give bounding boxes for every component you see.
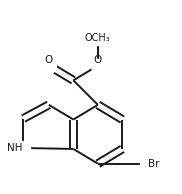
Text: O: O (94, 55, 102, 65)
Text: O: O (45, 55, 53, 65)
Text: NH: NH (7, 143, 22, 153)
Text: OCH₃: OCH₃ (85, 33, 111, 43)
Text: Br: Br (148, 159, 159, 169)
